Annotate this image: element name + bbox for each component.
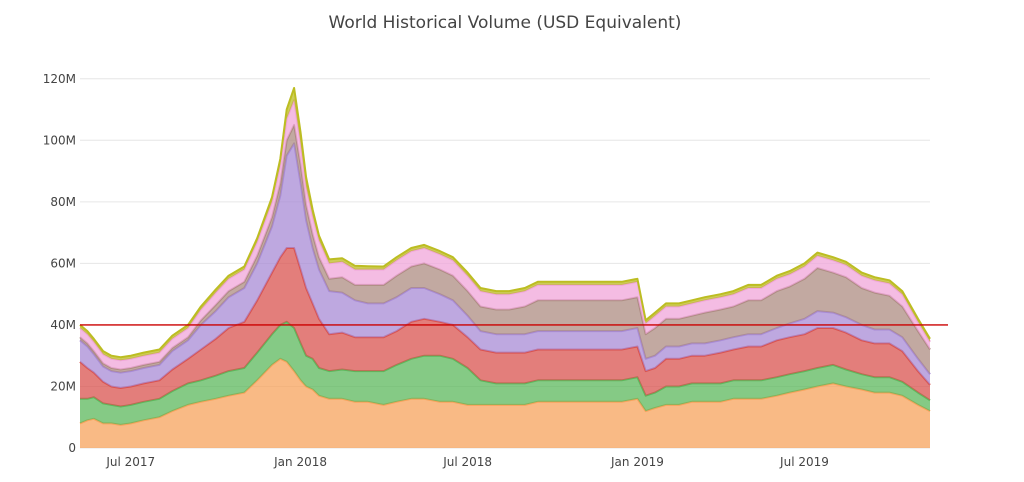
area-series-3	[80, 248, 930, 407]
y-tick-labels: 0 20M 40M 60M 80M 100M 120M	[43, 72, 76, 455]
y-tick-label: 0	[68, 441, 76, 455]
area-series-7-line	[79, 87, 931, 359]
y-tick-label: 120M	[43, 72, 76, 86]
x-tick-label: Jul 2019	[779, 455, 829, 469]
y-tick-label: 20M	[50, 379, 76, 393]
stacked-areas	[79, 87, 931, 448]
y-tick-label: 60M	[50, 256, 76, 270]
x-tick-labels: Jul 2017 Jan 2018 Jul 2018 Jan 2019 Jul 2019	[105, 455, 829, 469]
y-tick-label: 80M	[50, 195, 76, 209]
x-tick-label: Jan 2019	[610, 455, 664, 469]
y-tick-label: 100M	[43, 133, 76, 147]
area-series-1	[80, 358, 930, 448]
x-tick-label: Jul 2018	[442, 455, 492, 469]
area-series-6	[80, 100, 930, 370]
x-tick-label: Jan 2018	[273, 455, 327, 469]
y-tick-label: 40M	[50, 318, 76, 332]
area-series-4	[80, 143, 930, 388]
area-series-2	[80, 321, 930, 425]
x-tick-label: Jul 2017	[105, 455, 155, 469]
chart-title: World Historical Volume (USD Equivalent)	[329, 13, 682, 33]
area-series-5	[80, 124, 930, 375]
